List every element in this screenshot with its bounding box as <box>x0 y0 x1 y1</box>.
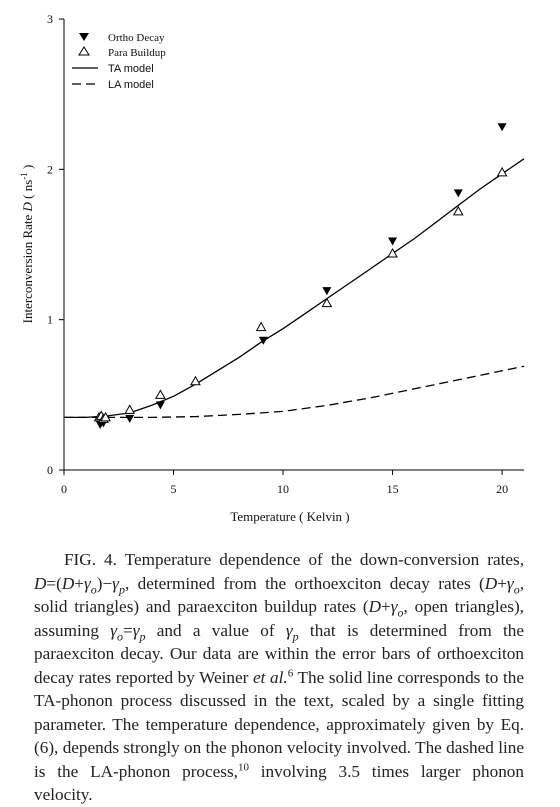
y-axis-label: Interconversion Rate D ( ns-1 ) <box>19 165 35 324</box>
x-axis-label: Temperature ( Kelvin ) <box>230 509 349 524</box>
x-ticks: 0 5 10 15 20 <box>61 470 508 496</box>
y-tick-label: 3 <box>47 12 53 26</box>
x-tick-label: 0 <box>61 482 67 496</box>
ortho-decay-point <box>258 336 268 345</box>
y-ticks: 0 1 2 3 <box>47 12 64 477</box>
legend-item-ortho: Ortho Decay <box>79 32 165 44</box>
para-buildup-point <box>387 248 398 258</box>
para-buildup-point <box>255 321 267 332</box>
y-tick-label: 0 <box>47 463 53 477</box>
model-lines <box>64 158 525 419</box>
data-points <box>93 123 508 429</box>
x-tick-label: 5 <box>171 482 177 496</box>
ortho-decay-point <box>497 123 507 132</box>
para-buildup-point <box>155 389 166 399</box>
legend-label-para: Para Buildup <box>108 47 166 59</box>
para-buildup-point <box>190 375 201 386</box>
figure-caption: FIG. 4. Temperature dependence of the do… <box>34 550 524 804</box>
figure-4-chart: 0 5 10 15 20 0 1 2 3 Temperature ( Kelvin ) Int… <box>19 12 525 524</box>
chart-svg: 0 5 10 15 20 0 1 2 3 Temperature ( Kelvin ) Int… <box>19 12 525 524</box>
para-buildup-point <box>452 205 464 216</box>
legend-label-la: LA model <box>108 79 154 91</box>
para-buildup-point <box>496 166 508 177</box>
axes <box>63 19 524 471</box>
x-tick-label: 15 <box>387 482 399 496</box>
ortho-decay-point <box>322 287 332 296</box>
para-buildup-point <box>321 297 333 308</box>
legend-label-ta: TA model <box>108 63 154 75</box>
para-buildup-point <box>124 404 136 414</box>
para-buildup-point <box>100 411 111 422</box>
legend-item-para: Para Buildup <box>78 46 166 59</box>
legend-item-la: LA model <box>72 79 154 91</box>
la-model-line <box>64 365 525 419</box>
legend-marker-ortho <box>79 33 89 41</box>
legend-label-ortho: Ortho Decay <box>108 32 165 44</box>
legend-marker-para <box>78 46 90 56</box>
y-tick-label: 1 <box>47 313 53 327</box>
ortho-decay-point <box>453 189 463 198</box>
y-tick-label: 2 <box>47 162 53 176</box>
legend-item-ta: TA model <box>72 63 154 75</box>
x-tick-label: 20 <box>496 482 508 496</box>
ortho-decay-point <box>125 414 135 423</box>
x-tick-label: 10 <box>277 482 289 496</box>
ortho-decay-point <box>155 401 165 410</box>
ta-model-line <box>64 158 525 419</box>
ortho-decay-point <box>388 237 398 246</box>
legend: Ortho Decay Para Buildup TA model LA mod… <box>72 32 166 91</box>
